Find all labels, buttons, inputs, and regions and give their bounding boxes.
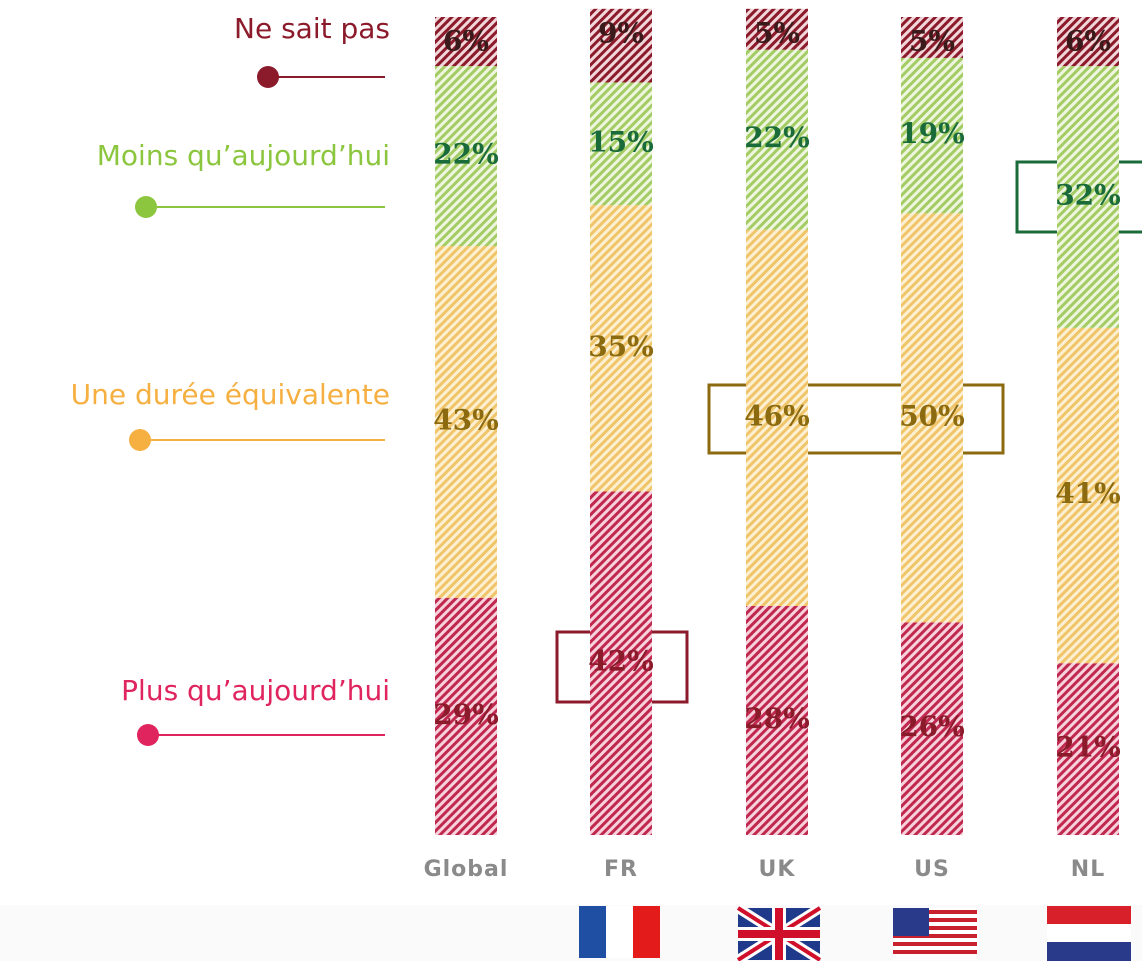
value-label: 46% [744,399,810,432]
bar-segment [901,17,963,58]
value-label: 43% [433,403,499,436]
bar-segment [746,8,808,50]
value-label: 42% [588,645,654,678]
flag-us [893,908,977,960]
legend-label: Plus qu’aujourd’hui [121,674,390,707]
value-label: 15% [588,125,654,158]
flag-uk [735,903,823,961]
bar-segment [1057,327,1119,664]
x-tick-label: NL [1071,857,1105,882]
value-label: 35% [588,330,654,363]
legend-label: Ne sait pas [234,12,390,45]
bar-segment [746,229,808,606]
value-label: 41% [1055,477,1121,510]
value-label: 50% [899,399,965,432]
value-label: 29% [433,698,499,731]
value-label: 5% [909,25,955,58]
legend-dot [135,196,157,218]
x-tick-label: Global [424,857,509,882]
x-tick-label: FR [604,857,638,882]
value-label: 28% [744,702,810,735]
value-label: 26% [899,710,965,743]
value-label: 9% [598,16,644,49]
bar-segment [1057,17,1119,67]
bar-segment [901,622,963,835]
bar-segment [590,82,652,206]
bar-segment [746,605,808,835]
bar-segment [901,213,963,623]
highlight-box [707,383,1005,455]
bar-segment [435,246,497,598]
x-tick-label: US [914,857,950,882]
value-label: 19% [899,117,965,150]
legend-label: Une durée équivalente [71,378,390,411]
flag-fr [579,906,660,958]
value-label: 6% [443,25,489,58]
legend-dot [137,724,159,746]
value-label: 6% [1065,25,1111,58]
bar-segment [590,8,652,83]
value-label: 5% [754,16,800,49]
flag-nl [1047,906,1131,961]
legend-label: Moins qu’aujourd’hui [97,139,390,172]
value-label: 22% [744,121,810,154]
bar-segment [1057,66,1119,328]
value-label: 21% [1055,731,1121,764]
bar-segment [435,66,497,247]
value-label: 22% [433,138,499,171]
legend-dot [257,66,279,88]
bar-segment [590,491,652,835]
bar-segment [901,57,963,214]
bar-segment [746,49,808,230]
bar-segment [435,17,497,67]
legend-dot [129,429,151,451]
x-tick-label: UK [759,857,796,882]
bar-segment [1057,663,1119,835]
bar-segment [590,205,652,492]
value-label: 32% [1055,178,1121,211]
bar-segment [435,597,497,835]
